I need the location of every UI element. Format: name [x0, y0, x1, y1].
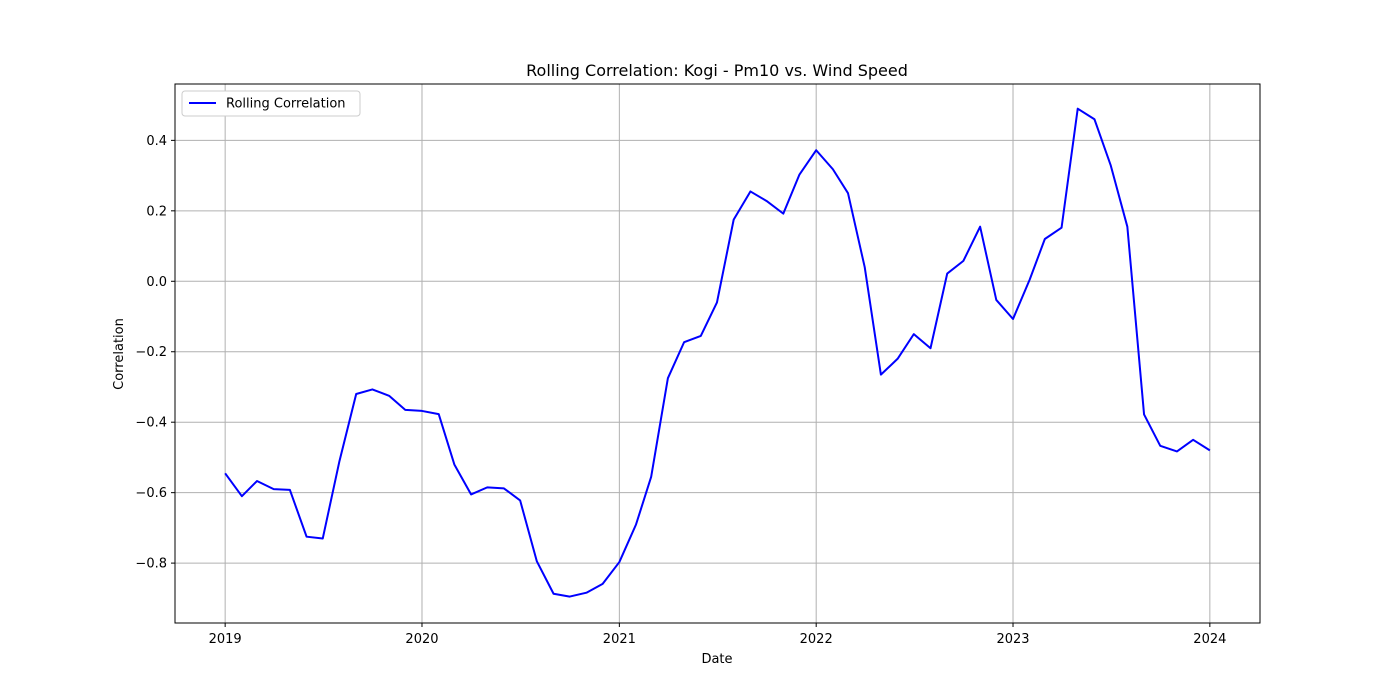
x-tick-label: 2020: [405, 632, 438, 647]
legend: Rolling Correlation: [181, 90, 361, 117]
y-tick-label: −0.4: [135, 416, 167, 431]
plot-area: [224, 107, 1211, 598]
x-tick-label: 2024: [1193, 632, 1226, 647]
x-axis-label: Date: [701, 652, 732, 667]
x-tick-label: 2023: [996, 632, 1029, 647]
grid: [175, 84, 1260, 623]
y-tick-label: −0.2: [135, 345, 167, 360]
x-tick-label: 2019: [209, 632, 242, 647]
x-tick-label: 2021: [603, 632, 636, 647]
y-tick-label: 0.4: [146, 134, 167, 149]
plot-frame: [174, 83, 1261, 624]
y-axis-label: Correlation: [112, 318, 127, 390]
y-tick-label: 0.0: [146, 275, 167, 290]
x-tick-label: 2022: [800, 632, 833, 647]
y-tick-label: −0.6: [135, 486, 167, 501]
chart-title: Rolling Correlation: Kogi - Pm10 vs. Win…: [526, 61, 908, 80]
legend-label: Rolling Correlation: [226, 97, 346, 112]
y-tick-label: −0.8: [135, 557, 167, 572]
legend-box: [181, 90, 361, 117]
axis-ticks: 2019 2020 2021 2022 2023 2024 −0.8 −0.6 −0.4 −0.2…: [135, 134, 1226, 647]
y-tick-label: 0.2: [146, 204, 167, 219]
